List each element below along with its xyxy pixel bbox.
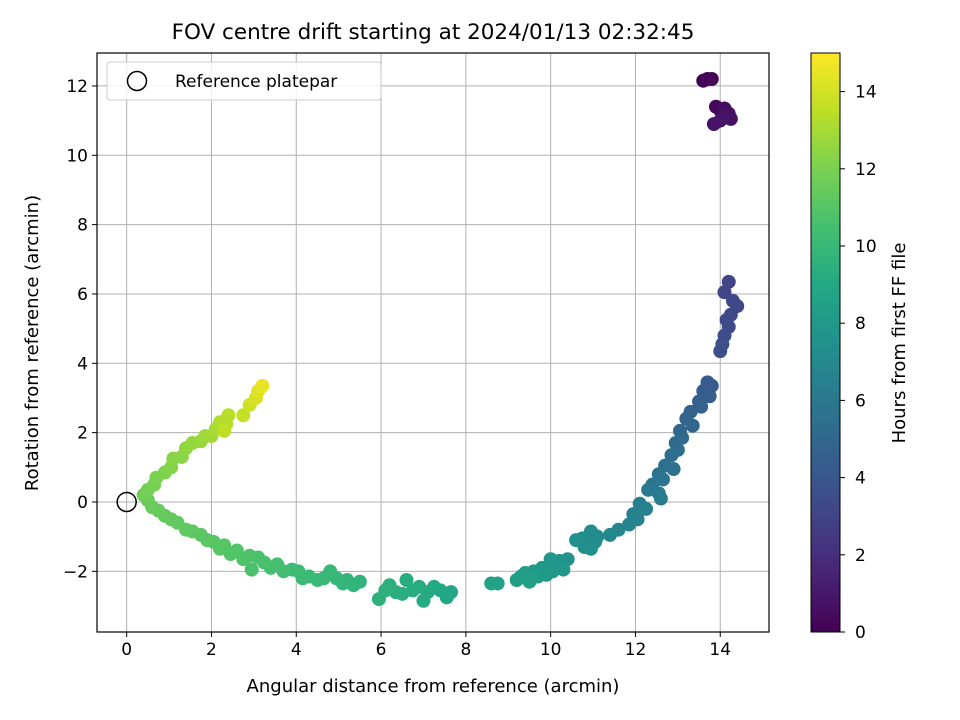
data-point bbox=[371, 592, 386, 607]
colorbar-tick-label: 12 bbox=[855, 160, 877, 180]
x-tick-label: 4 bbox=[291, 640, 302, 660]
x-axis-label: Angular distance from reference (arcmin) bbox=[247, 676, 620, 697]
data-point bbox=[713, 113, 728, 128]
y-axis-ticks: −2 0 2 4 6 8 10 12 bbox=[63, 77, 97, 582]
legend-box bbox=[106, 61, 382, 101]
data-point bbox=[399, 572, 414, 587]
colorbar-ticks: 0 2 4 6 8 10 12 14 bbox=[840, 83, 877, 643]
colorbar bbox=[810, 52, 841, 633]
data-point bbox=[639, 501, 654, 516]
x-tick-label: 0 bbox=[121, 640, 132, 660]
colorbar-label: Hours from first FF file bbox=[889, 243, 910, 444]
colorbar-tick-label: 0 bbox=[855, 623, 866, 643]
data-point bbox=[622, 517, 637, 532]
data-point bbox=[556, 562, 571, 577]
y-tick-label: 2 bbox=[77, 424, 88, 444]
x-tick-label: 6 bbox=[376, 640, 387, 660]
data-point bbox=[664, 448, 679, 463]
data-point bbox=[641, 482, 656, 497]
y-axis-label: Rotation from reference (arcmin) bbox=[22, 195, 43, 491]
data-point bbox=[583, 541, 598, 556]
x-tick-label: 14 bbox=[709, 640, 731, 660]
reference-marker bbox=[116, 491, 137, 513]
data-point bbox=[702, 389, 717, 404]
data-point bbox=[522, 574, 537, 589]
y-tick-label: 10 bbox=[66, 146, 88, 166]
data-point bbox=[543, 552, 558, 567]
colorbar-tick-label: 4 bbox=[855, 469, 866, 489]
legend: Reference platepar bbox=[106, 61, 382, 101]
data-point bbox=[694, 399, 709, 414]
data-point bbox=[509, 572, 524, 587]
colorbar-tick-label: 6 bbox=[855, 391, 866, 411]
x-tick-label: 10 bbox=[540, 640, 562, 660]
y-tick-label: 0 bbox=[77, 493, 88, 513]
grid-lines bbox=[97, 53, 769, 632]
colorbar-tick-label: 10 bbox=[855, 237, 877, 257]
data-point bbox=[656, 472, 671, 487]
data-point bbox=[255, 378, 270, 393]
colorbar-tick-label: 8 bbox=[855, 314, 866, 334]
colorbar-tick-label: 14 bbox=[855, 83, 877, 103]
data-point bbox=[713, 344, 728, 359]
data-point bbox=[685, 418, 700, 433]
y-tick-label: 6 bbox=[77, 285, 88, 305]
data-point bbox=[221, 408, 236, 423]
plot-frame bbox=[96, 52, 770, 633]
y-tick-label: 8 bbox=[77, 216, 88, 236]
legend-label: Reference platepar bbox=[175, 72, 337, 92]
legend-marker-icon bbox=[126, 70, 148, 92]
data-point bbox=[717, 285, 732, 300]
data-points bbox=[136, 72, 745, 608]
x-tick-label: 2 bbox=[206, 640, 217, 660]
data-point bbox=[603, 527, 618, 542]
y-tick-label: 4 bbox=[77, 354, 88, 374]
y-tick-label: 12 bbox=[66, 77, 88, 97]
data-point bbox=[653, 491, 668, 506]
x-tick-label: 12 bbox=[625, 640, 647, 660]
y-tick-label: −2 bbox=[63, 562, 88, 582]
x-axis-ticks: 0 2 4 6 8 10 12 14 bbox=[121, 632, 731, 660]
reference-point-marker bbox=[116, 491, 137, 513]
data-point bbox=[416, 593, 431, 608]
data-point bbox=[484, 576, 499, 591]
data-point bbox=[236, 408, 251, 423]
colorbar-tick-label: 2 bbox=[855, 546, 866, 566]
chart-title: FOV centre drift starting at 2024/01/13 … bbox=[172, 20, 695, 45]
data-point bbox=[244, 562, 259, 577]
x-tick-label: 8 bbox=[460, 640, 471, 660]
data-point bbox=[405, 583, 420, 598]
data-point bbox=[666, 462, 681, 477]
data-point bbox=[217, 423, 232, 438]
data-point bbox=[704, 72, 719, 87]
